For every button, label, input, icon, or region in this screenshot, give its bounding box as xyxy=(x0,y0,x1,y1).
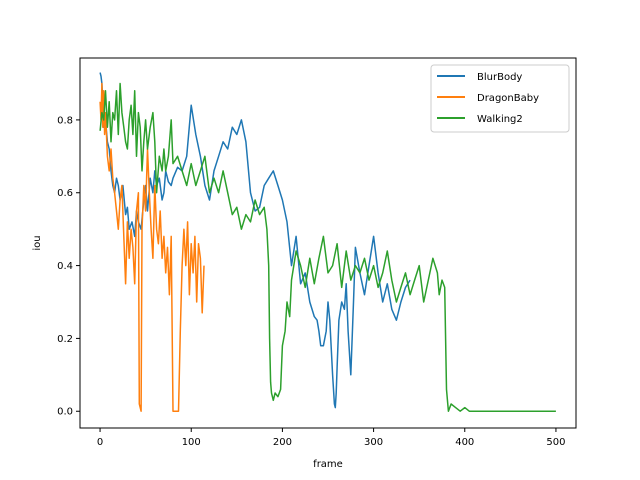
legend-label-blurbody: BlurBody xyxy=(477,72,522,83)
x-tick-label: 200 xyxy=(273,437,292,448)
y-axis: 0.0 0.2 0.4 0.6 0.8 xyxy=(57,115,80,418)
y-axis-label: iou xyxy=(32,235,43,250)
plot-frame xyxy=(79,57,577,429)
x-axis: 0 100 200 300 400 500 xyxy=(97,428,565,448)
x-tick-label: 0 xyxy=(97,437,103,448)
legend: BlurBody DragonBaby Walking2 xyxy=(430,64,570,133)
x-tick-label: 300 xyxy=(364,437,383,448)
legend-frame xyxy=(430,64,570,133)
x-tick-label: 100 xyxy=(182,437,201,448)
y-tick-label: 0.2 xyxy=(57,334,73,345)
legend-label-walking2: Walking2 xyxy=(477,114,523,125)
x-axis-label: frame xyxy=(313,459,343,470)
y-tick-label: 0.0 xyxy=(57,407,73,418)
series-line-walking2 xyxy=(99,82,556,412)
x-tick-label: 400 xyxy=(455,437,474,448)
y-tick-label: 0.8 xyxy=(57,115,73,126)
x-tick-label: 500 xyxy=(546,437,565,448)
y-tick-label: 0.6 xyxy=(57,188,73,199)
y-tick-label: 0.4 xyxy=(57,261,73,272)
series-layer xyxy=(99,72,556,412)
series-line-blurbody xyxy=(99,72,411,409)
series-line-dragonbaby xyxy=(99,82,205,412)
legend-label-dragonbaby: DragonBaby xyxy=(477,93,539,104)
